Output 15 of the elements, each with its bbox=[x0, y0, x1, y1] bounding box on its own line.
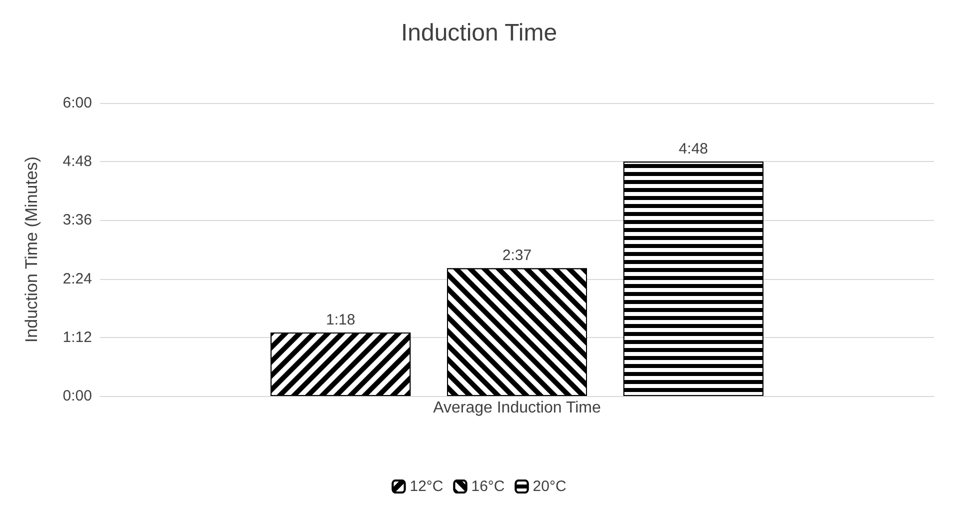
y-tick-label: 4:48 bbox=[62, 153, 92, 170]
y-tick-label: 2:24 bbox=[62, 270, 92, 288]
data-label: 4:48 bbox=[678, 140, 708, 158]
legend-label: 12°C bbox=[410, 478, 444, 495]
y-tick-label: 0:00 bbox=[62, 388, 92, 404]
data-label: 1:18 bbox=[326, 312, 356, 329]
legend-label: 16°C bbox=[471, 478, 505, 495]
data-label: 2:37 bbox=[502, 247, 532, 264]
y-tick-label: 3:36 bbox=[62, 212, 92, 229]
legend-label: 20°C bbox=[532, 478, 566, 495]
x-tick-label: Average Induction Time bbox=[433, 400, 601, 416]
chart-title: Induction Time bbox=[400, 20, 558, 46]
y-tick-label: 6:00 bbox=[62, 94, 92, 112]
y-tick-label: 1:12 bbox=[62, 328, 92, 346]
y-axis-title: Induction Time (Minutes) bbox=[22, 156, 41, 343]
